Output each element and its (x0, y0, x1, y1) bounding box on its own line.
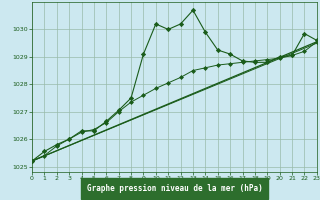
X-axis label: Graphe pression niveau de la mer (hPa): Graphe pression niveau de la mer (hPa) (86, 184, 262, 193)
